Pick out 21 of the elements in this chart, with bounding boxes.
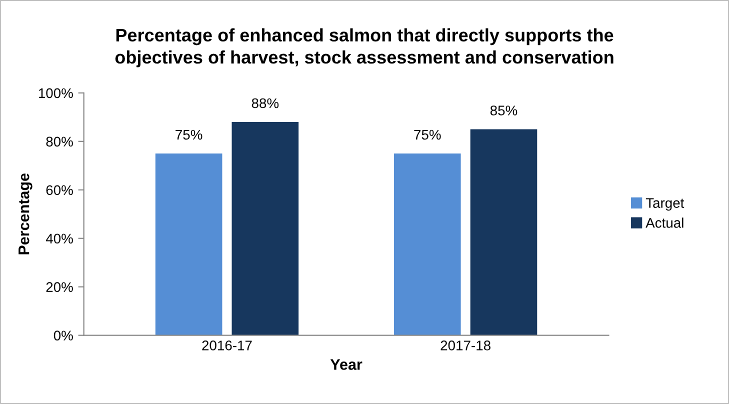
y-tick-label: 100%: [38, 88, 73, 98]
bar: [470, 129, 538, 336]
chart-title: Percentage of enhanced salmon that directly supports the objectives of harvest, stock assessment and conservation: [115, 28, 614, 68]
legend-label: Target: [646, 198, 684, 211]
data-label: 75%: [414, 130, 441, 140]
y-tick-label: 80%: [46, 136, 73, 147]
bar: [394, 154, 461, 336]
data-label: 85%: [490, 106, 518, 116]
data-label: 88%: [252, 98, 279, 108]
y-axis-title: Percentage: [18, 173, 32, 254]
bar: [155, 154, 222, 336]
y-tick-label: 40%: [46, 234, 73, 244]
x-tick-label: 2017-18: [440, 340, 490, 350]
x-axis-title: Year: [330, 359, 362, 370]
y-tick-label: 0%: [54, 330, 73, 340]
bar: [232, 122, 299, 336]
legend-label: Actual: [646, 218, 684, 228]
y-tick-label: 60%: [46, 185, 73, 196]
x-tick-label: 2016-17: [202, 340, 252, 350]
data-label: 75%: [176, 130, 202, 140]
y-tick-label: 20%: [46, 282, 73, 292]
